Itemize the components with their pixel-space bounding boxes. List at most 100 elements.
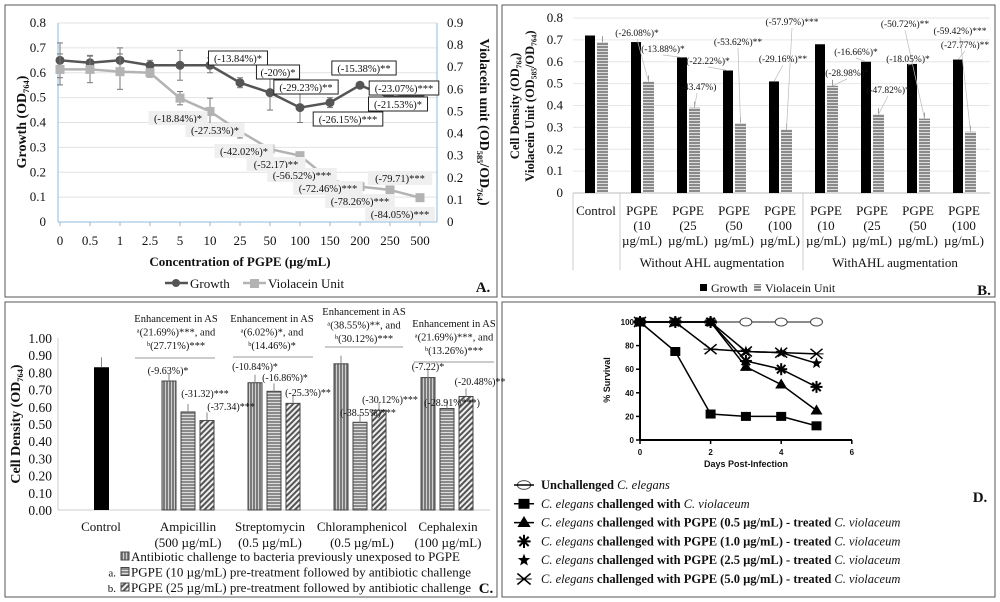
enhancement-annotation: ᵃ(21.69%)***, and [415,333,494,344]
legend-marker-triangle [517,516,531,527]
x-category-label: (10 [817,218,834,233]
survival-point-square [776,411,787,421]
violacein-point [175,93,185,103]
bar-series-1 [333,363,349,511]
annotation-leader [904,29,925,119]
y-tick-label: 0.80 [28,365,52,380]
violacein-point [145,68,155,78]
bar-annotation: (-13.88%)* [641,44,685,55]
annotation-leader [694,92,698,108]
violacein-point [385,185,395,195]
y-axis-right-title: Violacein unit (OD₅₈₅/OD₇₆₄) [476,39,491,206]
x-category-label: PGPE [626,203,658,218]
y-tick-label: 0.10 [28,486,52,501]
y-tick-label: 0.40 [28,434,52,449]
y-right-tick-label: 0.2 [447,170,463,185]
annotation-leader [773,64,784,82]
annotation-leader [957,50,966,60]
x-tick-label: 0.5 [82,233,98,248]
x-category-label: PGPE [718,203,750,218]
x-tick-label: 2 [708,448,713,457]
growth-bar [585,35,595,193]
y-tick-label: 0.70 [28,383,52,398]
survival-line-asterisk [640,321,817,388]
y-right-tick-label: 0.8 [447,37,463,52]
x-tick-label: 100 [290,233,310,248]
violacein-annotation-bg [365,207,435,221]
legend-growth-marker [172,279,180,287]
x-category-label: (100 µg/mL) [414,535,481,550]
bar-annotation: (-53.62%)** [714,37,763,48]
legend-violacein-label: Violacein Unit [268,276,345,291]
survival-point-x-cross [738,345,753,358]
panel-a-border [4,4,498,298]
violacein-annotation-bg [325,194,395,208]
legend-label-part: C. elegans [541,497,594,511]
violacein-bar [781,129,792,193]
y-tick-label: 100 [621,318,635,327]
survival-point-x-cross [633,316,647,328]
bar-annotation: (-7.22)* [412,362,445,373]
growth-annotation-box [255,64,301,80]
bar-annotation: (-16.66%)* [834,47,878,58]
bar-series-2 [180,411,196,511]
bar-annotation: (-57.97%)*** [765,17,818,28]
y-tick-label: 0.5 [30,90,46,105]
legend-violacein-marker [250,279,259,288]
violacein-bar [643,81,654,193]
legend-label: PGPE (10 µg/mL) pre-treatment followed b… [131,565,471,580]
legend-swatch [120,551,130,561]
x-category-label: (10 [633,218,650,233]
y-right-tick-label: 0 [447,214,454,229]
growth-annotation: (-26.15%)*** [319,115,378,126]
control-bar [94,367,109,510]
x-tick-label: 6 [850,448,855,457]
bar-annotation: (-25.3%)** [285,388,331,399]
group-label-without-ahl: Without AHL augmentation [640,255,785,270]
annotation-leader [636,38,649,82]
survival-point-asterisk [739,354,752,367]
enhancement-annotation: ᵃ(38.55%)**, and [327,321,401,332]
enhancement-annotation: Enhancement in AS [230,314,314,325]
violacein-point [55,64,65,74]
x-tick-label: 500 [410,233,430,248]
survival-point-triangle [775,378,788,389]
annotation-leader [878,95,889,115]
growth-bar [677,57,687,193]
x-category-label: Ampicillin [160,519,217,534]
y-axis-title: Cell Density (OD₇₆₄) [9,364,24,483]
x-category-label: µg/mL) [944,233,984,248]
survival-point-triangle [810,404,823,415]
violacein-annotation-bg [293,181,363,195]
legend-label: Antibiotic challenge to bacteria previou… [131,549,460,564]
y-tick-label: 0.6 [547,54,564,69]
violacein-bar [873,114,884,193]
asterisk-stroke [518,536,530,547]
y-tick-label: 0.90 [28,348,52,363]
violacein-annotation: (-78.26%)*** [331,197,390,208]
enhancement-annotation: ᵃ(6.02%)*, and [241,328,304,339]
x-tick-label: 1 [117,233,124,248]
y-tick-label: 0.3 [30,139,46,154]
bar-annotation: (-10.84%)* [232,362,278,373]
legend-label-part: C. elegans [541,572,594,586]
annotation-leader [662,54,683,58]
y-tick-label: 0.20 [28,469,52,484]
legend-label: C. elegans challenged with PGPE (5.0 µg/… [541,572,900,586]
bar-annotation: (-31.32)*** [181,389,229,400]
y-tick-label: 0 [40,214,47,229]
growth-point [295,103,305,113]
growth-annotation: (-15.38%)** [337,64,390,75]
y-right-tick-label: 0.1 [447,192,463,207]
violacein-bar [827,85,838,193]
growth-point [145,60,155,70]
x-category-label: (50 [909,218,926,233]
survival-point-asterisk [775,363,788,376]
panel-c-border [4,301,498,598]
bar-annotation: (-29.16%)** [759,54,808,65]
x-tick-label: 2.5 [142,233,158,248]
legend-label-part: C. violaceum [834,534,900,548]
growth-annotation: (-29.23%)** [279,83,332,94]
